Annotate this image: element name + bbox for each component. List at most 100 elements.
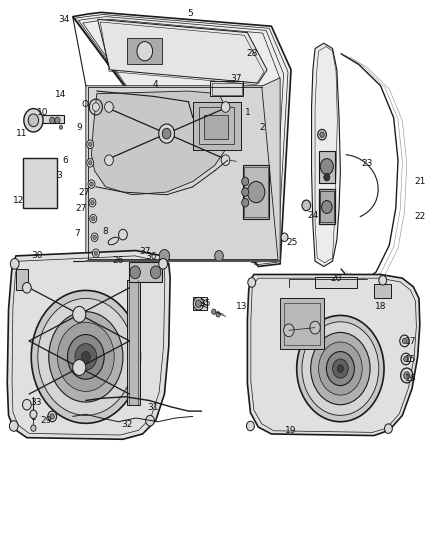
Circle shape [31,425,36,431]
Circle shape [50,414,54,419]
Circle shape [38,298,134,415]
Circle shape [221,155,230,165]
Circle shape [320,132,324,138]
Text: 20: 20 [330,273,342,282]
Circle shape [105,155,113,165]
Circle shape [150,266,161,279]
Circle shape [55,117,60,124]
Circle shape [137,42,152,61]
Circle shape [193,297,204,310]
Circle shape [326,352,354,385]
Circle shape [159,259,167,269]
Circle shape [247,421,254,431]
Text: 35: 35 [199,299,211,308]
Circle shape [159,249,170,262]
Circle shape [242,198,249,207]
Text: 23: 23 [362,159,373,168]
Circle shape [320,159,333,174]
Circle shape [31,290,141,423]
Text: 18: 18 [375,302,386,311]
Polygon shape [7,251,170,439]
Circle shape [22,282,31,293]
Text: 34: 34 [58,15,70,24]
Circle shape [318,342,362,395]
Circle shape [22,399,31,410]
Text: 3: 3 [57,171,63,180]
Text: 25: 25 [286,238,298,247]
Circle shape [318,130,326,140]
Circle shape [302,200,311,211]
Polygon shape [98,19,267,83]
Polygon shape [73,12,291,266]
Circle shape [216,312,220,317]
Circle shape [242,188,249,196]
Circle shape [297,316,384,422]
Text: 28: 28 [246,50,258,58]
Bar [244,167,268,217]
Text: 21: 21 [414,177,426,186]
Circle shape [75,344,97,370]
Circle shape [242,177,249,185]
Circle shape [247,181,265,203]
Bar [243,165,269,219]
Text: 12: 12 [13,196,25,205]
Polygon shape [86,78,280,261]
Bar [280,298,324,349]
Text: 33: 33 [30,398,41,407]
Circle shape [302,322,379,415]
Text: 31: 31 [148,403,159,412]
Text: 15: 15 [405,355,417,364]
Circle shape [337,365,343,372]
Circle shape [162,128,171,139]
Text: 2: 2 [260,123,265,132]
Circle shape [311,333,370,405]
Text: 29: 29 [41,416,52,425]
Text: 27: 27 [76,204,87,213]
Circle shape [195,300,201,308]
Circle shape [92,216,95,221]
Bar [193,102,241,150]
Text: 19: 19 [285,426,297,435]
Text: 32: 32 [122,421,133,430]
Circle shape [212,309,216,314]
Bar [212,83,242,95]
Circle shape [87,140,94,149]
Circle shape [403,338,407,344]
Circle shape [400,335,410,347]
Text: 1: 1 [244,108,250,117]
Circle shape [221,102,230,112]
Text: 4: 4 [153,79,159,88]
Circle shape [248,278,256,287]
Circle shape [59,125,63,130]
Circle shape [28,114,39,127]
Circle shape [379,276,387,285]
Bar [374,284,392,298]
Text: 5: 5 [188,10,194,19]
Circle shape [92,249,99,257]
Text: 7: 7 [74,229,80,238]
Circle shape [401,368,413,383]
Circle shape [57,322,114,391]
Circle shape [49,117,55,124]
Bar [42,115,64,123]
Circle shape [48,411,57,422]
Bar [320,191,334,222]
Text: 13: 13 [237,302,248,311]
Text: O: O [81,100,88,109]
Circle shape [88,142,92,147]
Polygon shape [311,43,340,266]
Bar [193,297,207,310]
Circle shape [89,198,96,207]
Circle shape [324,173,330,181]
Bar [204,115,228,139]
Circle shape [91,200,94,205]
Circle shape [92,103,99,111]
Circle shape [73,360,86,375]
Circle shape [24,109,43,132]
Bar [127,280,141,405]
Bar [315,277,357,288]
Text: 8: 8 [102,228,108,237]
Circle shape [87,159,94,167]
Circle shape [159,124,174,143]
Bar [127,38,162,64]
